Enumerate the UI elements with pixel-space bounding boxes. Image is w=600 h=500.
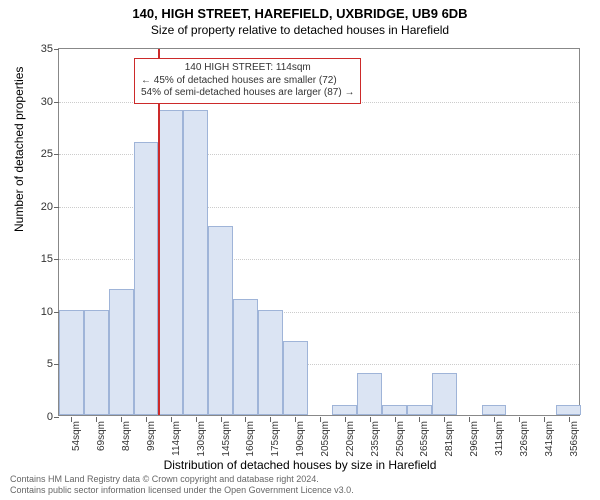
ytick-mark (54, 102, 59, 103)
ytick-label: 0 (25, 411, 53, 423)
histogram-bar (382, 405, 407, 416)
y-axis-label: Number of detached properties (12, 67, 26, 232)
reference-line (158, 49, 160, 415)
histogram-bar (183, 110, 208, 415)
ytick-label: 20 (25, 201, 53, 213)
histogram-bar (59, 310, 84, 415)
ytick-label: 30 (25, 96, 53, 108)
chart-title: 140, HIGH STREET, HAREFIELD, UXBRIDGE, U… (0, 6, 600, 21)
chart-subtitle: Size of property relative to detached ho… (0, 23, 600, 37)
histogram-bar (258, 310, 283, 415)
histogram-bar (158, 110, 183, 415)
chart-container: 0510152025303554sqm69sqm84sqm99sqm114sqm… (58, 48, 580, 416)
annotation-line: 54% of semi-detached houses are larger (… (141, 87, 354, 100)
histogram-bar (283, 341, 308, 415)
footer-attribution: Contains HM Land Registry data © Crown c… (10, 474, 354, 496)
ytick-mark (54, 49, 59, 50)
ytick-mark (54, 154, 59, 155)
histogram-bar (84, 310, 109, 415)
histogram-bar (134, 142, 159, 415)
annotation-box: 140 HIGH STREET: 114sqm ← 45% of detache… (134, 58, 361, 104)
footer-line: Contains HM Land Registry data © Crown c… (10, 474, 354, 485)
annotation-line: 140 HIGH STREET: 114sqm (141, 62, 354, 75)
histogram-bar (357, 373, 382, 415)
ytick-label: 25 (25, 148, 53, 160)
histogram-bar (332, 405, 357, 416)
histogram-bar (233, 299, 258, 415)
ytick-mark (54, 259, 59, 260)
ytick-label: 35 (25, 43, 53, 55)
ytick-label: 5 (25, 358, 53, 370)
ytick-mark (54, 417, 59, 418)
x-axis-label: Distribution of detached houses by size … (0, 458, 600, 472)
histogram-bar (432, 373, 457, 415)
ytick-mark (54, 207, 59, 208)
histogram-bar (109, 289, 134, 415)
histogram-bar (208, 226, 233, 415)
footer-line: Contains public sector information licen… (10, 485, 354, 496)
ytick-label: 15 (25, 253, 53, 265)
ytick-label: 10 (25, 306, 53, 318)
histogram-bar (407, 405, 432, 416)
histogram-bar (482, 405, 507, 416)
annotation-line: ← 45% of detached houses are smaller (72… (141, 75, 354, 88)
histogram-bar (556, 405, 581, 416)
